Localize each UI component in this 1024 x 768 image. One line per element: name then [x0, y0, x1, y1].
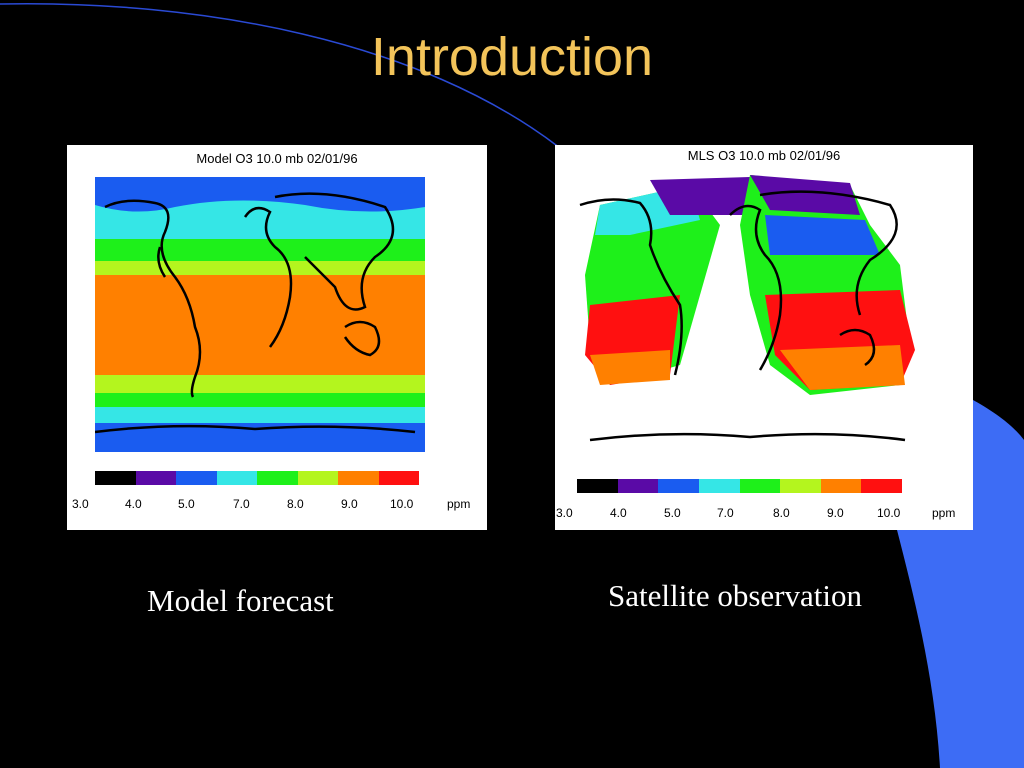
- scale-swatch: [95, 471, 136, 485]
- map-title: MLS O3 10.0 mb 02/01/96: [687, 148, 841, 163]
- scale-swatch: [338, 471, 379, 485]
- scale-swatch: [297, 471, 338, 485]
- continent-outlines: [95, 192, 416, 434]
- scale-ticks: 3.0 4.0 5.0 7.0 8.0 9.0 10.0 ppm: [67, 497, 487, 513]
- scale-ticks: 3.0 4.0 5.0 7.0 8.0 9.0 10.0 ppm: [555, 506, 973, 522]
- scale-tick: 8.0: [287, 497, 304, 511]
- scale-unit: ppm: [447, 497, 471, 511]
- scale-tick: 10.0: [877, 506, 901, 520]
- scale-tick: 4.0: [125, 497, 142, 511]
- scale-tick: 5.0: [178, 497, 195, 511]
- scale-tick: 5.0: [664, 506, 681, 520]
- scale-tick: 3.0: [72, 497, 89, 511]
- scale-swatch: [861, 479, 902, 493]
- mls-ozone-map: [579, 175, 915, 442]
- continent-outlines: [579, 190, 906, 442]
- scale-tick: 9.0: [827, 506, 844, 520]
- scale-swatch: [216, 471, 257, 485]
- satellite-observation-map-panel: MLS O3 10.0 mb 02/01/96 3.0 4.0 5.0: [555, 145, 973, 530]
- scale-swatch: [780, 479, 821, 493]
- satellite-observation-caption: Satellite observation: [608, 578, 862, 613]
- scale-tick: 3.0: [556, 506, 573, 520]
- scale-swatch: [739, 479, 781, 493]
- scale-tick: 9.0: [341, 497, 358, 511]
- color-scale-bar: [95, 471, 419, 485]
- scale-tick: 8.0: [773, 506, 790, 520]
- scale-swatch: [658, 479, 699, 493]
- scale-swatch: [378, 471, 419, 485]
- accent-curve: [0, 2, 561, 149]
- scale-tick: 7.0: [717, 506, 734, 520]
- model-forecast-caption: Model forecast: [147, 583, 334, 618]
- color-scale-bar: [577, 479, 902, 493]
- scale-swatch: [698, 479, 740, 493]
- scale-unit: ppm: [932, 506, 956, 520]
- scale-tick: 4.0: [610, 506, 627, 520]
- model-ozone-map: [95, 177, 425, 452]
- map-title: Model O3 10.0 mb 02/01/96: [196, 151, 358, 166]
- scale-tick: 7.0: [233, 497, 250, 511]
- model-forecast-map-panel: Model O3 10.0 mb 02/01/96 3.0: [67, 145, 487, 530]
- scale-swatch: [176, 471, 217, 485]
- scale-swatch: [820, 479, 862, 493]
- slide-title: Introduction: [370, 27, 654, 87]
- scale-swatch: [135, 471, 176, 485]
- scale-swatch: [257, 471, 298, 485]
- scale-swatch: [617, 479, 659, 493]
- scale-swatch: [577, 479, 618, 493]
- accent-shape: [897, 400, 1024, 768]
- scale-tick: 10.0: [390, 497, 414, 511]
